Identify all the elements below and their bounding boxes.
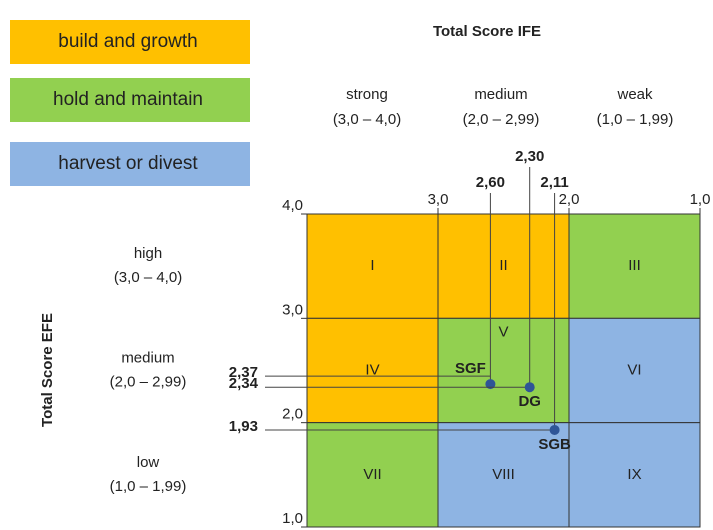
column-range: (1,0 – 1,99): [597, 111, 674, 128]
row-name: medium: [121, 349, 174, 366]
row-name: high: [134, 245, 162, 262]
x-tick-label: 1,0: [690, 191, 711, 208]
y-tick-label: 4,0: [282, 197, 303, 214]
row-range: (1,0 – 1,99): [110, 478, 187, 495]
x-value-label: 2,30: [515, 148, 544, 165]
y-tick-label: 2,0: [282, 406, 303, 423]
cell-label: V: [498, 323, 508, 340]
point-name: SGF: [455, 360, 486, 377]
point-name: DG: [518, 393, 541, 410]
cell-label: VI: [627, 361, 641, 378]
column-name: medium: [474, 86, 527, 103]
column-range: (2,0 – 2,99): [463, 111, 540, 128]
legend-label: harvest or divest: [58, 153, 198, 174]
point-name: SGB: [538, 436, 571, 453]
cell-label: VII: [363, 466, 381, 483]
y-tick-label: 1,0: [282, 510, 303, 527]
cell-label: IV: [365, 361, 379, 378]
point: [549, 424, 560, 435]
x-title: Total Score IFE: [433, 23, 541, 40]
matrix-cell: [568, 422, 701, 528]
legend-box: [10, 78, 250, 122]
point: [485, 379, 496, 390]
legend-box: [10, 142, 250, 186]
cell-label: III: [628, 257, 641, 274]
legend-box: [10, 20, 250, 64]
row-range: (2,0 – 2,99): [110, 373, 187, 390]
y-title: Total Score EFE: [39, 313, 56, 427]
row-name: low: [137, 454, 160, 471]
x-tick-label: 2,0: [559, 191, 580, 208]
x-tick-label: 3,0: [428, 191, 449, 208]
y-value-label: 2,34: [229, 375, 259, 392]
x-value-label: 2,60: [476, 174, 505, 191]
matrix-cell: [437, 422, 570, 528]
legend-label: hold and maintain: [53, 89, 203, 110]
y-value-label: 1,93: [229, 418, 258, 435]
column-range: (3,0 – 4,0): [333, 111, 401, 128]
x-value-label: 2,11: [540, 174, 568, 191]
legend-label: build and growth: [58, 31, 197, 52]
column-name: weak: [616, 86, 653, 103]
matrix-cell: [437, 317, 570, 424]
y-tick-label: 3,0: [282, 301, 303, 318]
row-range: (3,0 – 4,0): [114, 269, 182, 286]
matrix-cell: [568, 317, 701, 424]
cell-label: II: [499, 257, 507, 274]
matrix-cell: [306, 422, 439, 528]
cell-label: VIII: [492, 466, 515, 483]
y-value-label: 2,37: [229, 364, 258, 381]
point: [524, 382, 535, 393]
cell-label: I: [370, 257, 374, 274]
cell-label: IX: [627, 466, 641, 483]
column-name: strong: [346, 86, 388, 103]
